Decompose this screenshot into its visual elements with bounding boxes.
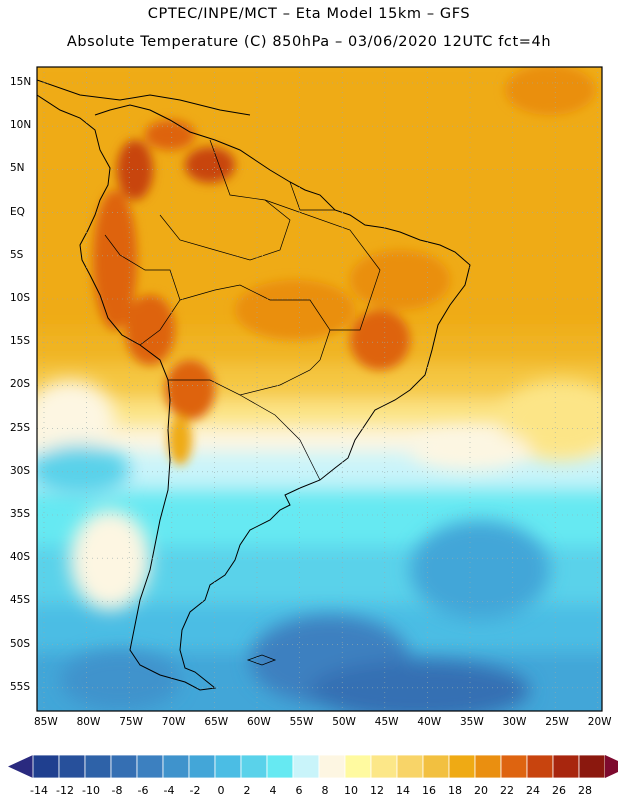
- lon-label: 65W: [204, 716, 229, 728]
- colorbar-tick-label: -14: [30, 784, 48, 797]
- lon-label: 55W: [289, 716, 314, 728]
- colorbar-tick-label: 26: [552, 784, 566, 797]
- lon-label: 40W: [417, 716, 442, 728]
- colorbar-tick-label: 2: [243, 784, 251, 797]
- colorbar: [8, 754, 618, 779]
- colorbar-tick-label: 18: [448, 784, 462, 797]
- colorbar-swatch: [188, 754, 216, 779]
- colorbar-tick-label: 14: [396, 784, 410, 797]
- coastlines: [37, 79, 471, 691]
- colorbar-swatch: [422, 754, 450, 779]
- falkland-islands: [246, 654, 277, 666]
- colorbar-swatch: [266, 754, 294, 779]
- colorbar-tick-label: 8: [321, 784, 329, 797]
- colorbar-tick-label: -10: [82, 784, 100, 797]
- colorbar-swatch: [32, 754, 60, 779]
- colorbar-swatch: [162, 754, 190, 779]
- lat-label: 35S: [10, 508, 31, 520]
- lat-label: 40S: [10, 551, 31, 564]
- colorbar-swatch: [110, 754, 138, 779]
- colorbar-swatch: [448, 754, 476, 779]
- colorbar-swatch: [318, 754, 346, 779]
- colorbar-tick-label: 0: [217, 784, 225, 797]
- lon-label: 20W: [587, 716, 612, 728]
- colorbar-tick-label: -6: [137, 784, 149, 797]
- colorbar-swatch: [370, 754, 398, 779]
- colorbar-tick-label: -8: [111, 784, 123, 797]
- colorbar-tick-label: 22: [500, 784, 514, 797]
- colorbar-swatch: [344, 754, 372, 779]
- country-borders: [104, 139, 381, 481]
- title-line-2: Absolute Temperature (C) 850hPa – 03/06/…: [66, 34, 552, 50]
- colorbar-swatch: [240, 754, 268, 779]
- lon-label: 50W: [332, 716, 356, 728]
- colorbar-tick-label: 4: [269, 784, 277, 797]
- lon-label: 85W: [34, 716, 58, 728]
- colorbar-swatch: [552, 754, 580, 779]
- colorbar-swatch: [214, 754, 242, 779]
- lat-label: 5N: [10, 162, 25, 175]
- lon-label: 45W: [374, 716, 399, 728]
- lat-label: EQ: [10, 205, 25, 218]
- colorbar-swatch: [136, 754, 164, 779]
- lat-label: 30S: [10, 464, 31, 477]
- colorbar-swatch: [474, 754, 502, 779]
- colorbar-swatch: [526, 754, 554, 779]
- lat-label: 15N: [10, 76, 32, 88]
- lon-label: 60W: [247, 716, 271, 728]
- colorbar-swatch: [396, 754, 424, 779]
- lon-label: 75W: [119, 716, 143, 728]
- temperature-map: [36, 66, 603, 712]
- colorbar-tick-label: -4: [163, 784, 175, 797]
- lat-label: 10S: [10, 292, 31, 304]
- colorbar-low-arrow: [8, 755, 33, 778]
- lon-label: 30W: [502, 716, 527, 728]
- lon-label: 70W: [161, 716, 186, 728]
- lon-label: 35W: [460, 716, 484, 728]
- lat-label: 15S: [10, 335, 31, 348]
- lat-label: 50S: [10, 637, 31, 650]
- lat-label: 5S: [10, 248, 24, 261]
- colorbar-tick-label: 12: [370, 784, 384, 797]
- colorbar-swatch: [578, 754, 606, 779]
- colorbar-tick-label: 16: [422, 784, 436, 797]
- colorbar-tick-label: 24: [526, 784, 540, 797]
- title-line-1: CPTEC/INPE/MCT – Eta Model 15km – GFS: [147, 6, 471, 22]
- colorbar-tick-label: 20: [474, 784, 488, 797]
- colorbar-tick-label: 6: [295, 784, 303, 797]
- map-frame: [36, 66, 603, 712]
- lat-label: 10N: [10, 119, 32, 132]
- colorbar-swatch: [292, 754, 320, 779]
- colorbar-swatch: [500, 754, 528, 779]
- colorbar-tick-label: 28: [578, 784, 592, 797]
- lat-label: 45S: [10, 594, 31, 607]
- lon-label: 25W: [545, 716, 569, 728]
- lon-label: 80W: [76, 716, 101, 728]
- lat-label: 20S: [10, 378, 31, 391]
- colorbar-tick-label: -12: [56, 784, 74, 797]
- colorbar-tick-label: -2: [189, 784, 201, 797]
- lat-label: 55S: [10, 680, 31, 693]
- colorbar-high-arrow: [605, 755, 618, 778]
- colorbar-tick-label: 10: [344, 784, 358, 797]
- colorbar-swatch: [84, 754, 112, 779]
- temperature-anomalies: [37, 380, 602, 711]
- colorbar-swatch: [58, 754, 86, 779]
- warm-patches: [93, 67, 595, 465]
- lat-lon-grid: [37, 67, 602, 711]
- lat-label: 25S: [10, 421, 31, 434]
